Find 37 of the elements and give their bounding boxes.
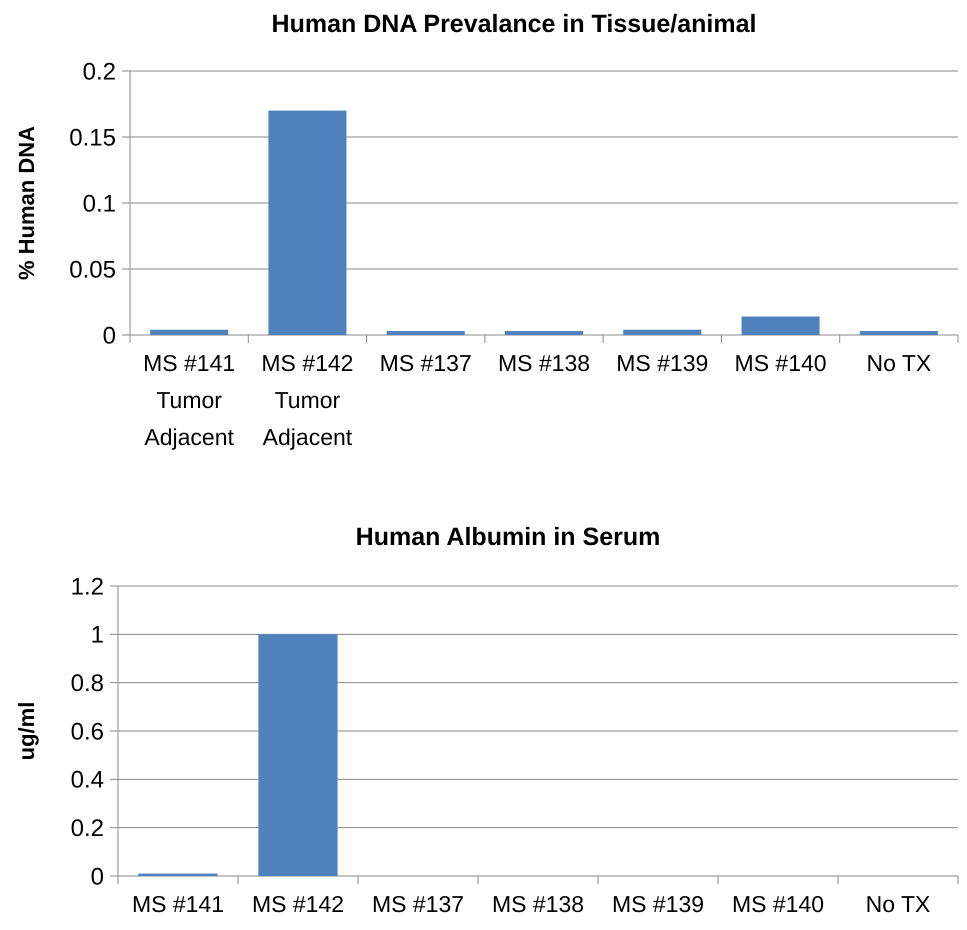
y-tick-label: 0.6 [70, 718, 104, 746]
chart-title: Human Albumin in Serum [356, 523, 660, 551]
y-tick-label: 1 [90, 622, 104, 649]
x-tick-label: No TX [866, 891, 930, 917]
x-tick-label: MS #140 [732, 891, 824, 917]
x-tick-label: No TX [866, 350, 932, 376]
y-tick-label: 0.4 [70, 766, 104, 794]
bar [504, 331, 584, 335]
bar [268, 110, 346, 335]
x-tick-label: MS #138 [498, 350, 590, 376]
x-tick-label: MS #138 [492, 891, 584, 917]
y-tick-label: 1.2 [70, 573, 104, 600]
x-tick-label: MS #142 [252, 891, 344, 917]
x-tick-label: MS #139 [612, 891, 704, 917]
chart-title: Human DNA Prevalance in Tissue/animal [272, 10, 756, 38]
y-tick-label: 0 [90, 863, 104, 890]
y-axis-title: % Human DNA [14, 126, 39, 280]
y-tick-label: 0.05 [69, 256, 116, 284]
x-tick-label: MS #141 [132, 891, 224, 917]
y-tick-label: 0.1 [82, 190, 116, 218]
y-tick-label: 0.8 [70, 670, 104, 698]
x-tick-label: MS #140 [734, 350, 827, 376]
bar [742, 316, 820, 335]
bar [860, 331, 938, 335]
y-axis-title: ug/ml [14, 702, 39, 760]
y-tick-label: 0.15 [69, 124, 116, 152]
bar [150, 330, 228, 335]
y-tick-label: 0.2 [70, 815, 104, 842]
x-tick-label: MS #137 [372, 891, 464, 917]
y-tick-label: 0 [102, 322, 116, 350]
x-tick-label: MS #139 [616, 350, 708, 376]
x-tick-label: MS #141 Tumor Adjacent [143, 350, 236, 450]
bar [623, 330, 702, 335]
x-tick-label: MS #137 [380, 350, 472, 376]
bar [386, 331, 465, 335]
x-tick-label: MS #142 Tumor Adjacent [261, 350, 354, 450]
y-tick-label: 0.2 [82, 58, 116, 86]
